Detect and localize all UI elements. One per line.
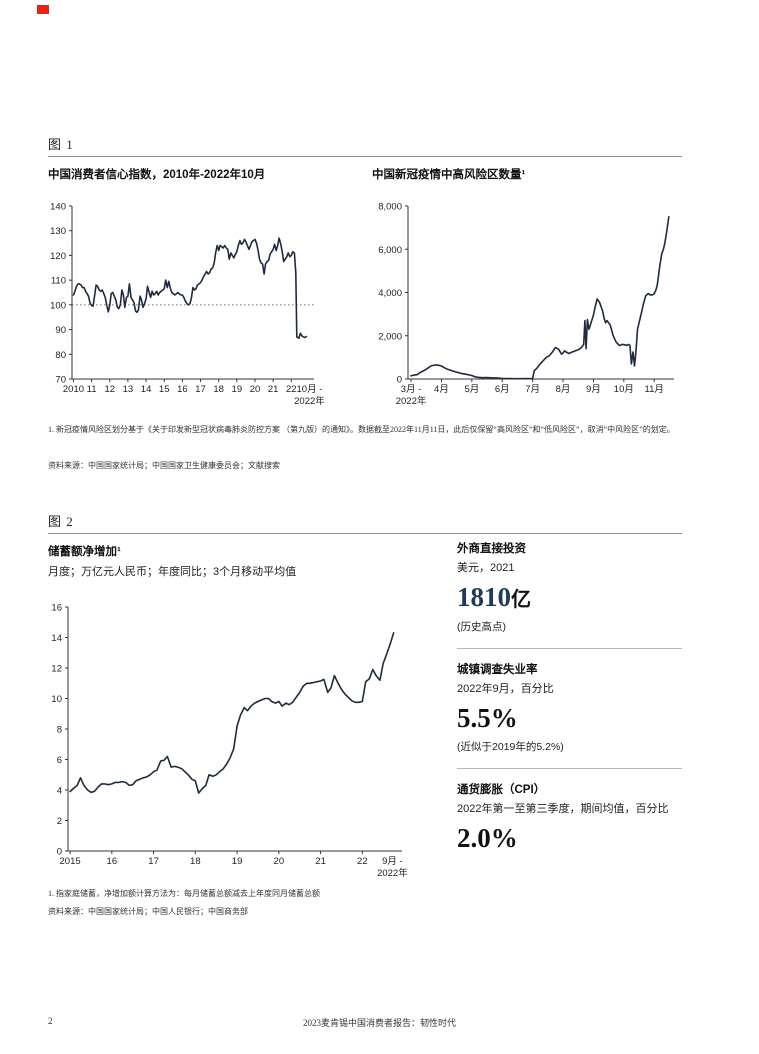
svg-text:10月 -2022年: 10月 -2022年 [294,384,325,407]
svg-text:2010: 2010 [63,384,84,395]
stat-fdi: 外商直接投资 美元，2021 1810亿 (历史高点) [457,540,682,634]
stat-cpi-value: 2.0% [457,823,682,854]
figure1-label: 图 1 [48,137,74,152]
svg-text:2015: 2015 [60,856,81,867]
footer-title: 2023麦肯锡中国消费者报告：韧性时代 [302,1018,456,1028]
svg-text:130: 130 [50,226,66,237]
svg-text:80: 80 [55,350,66,361]
svg-text:100: 100 [50,300,66,311]
consumer-confidence-chart: 70 80 90 100 110 120 130 140 2010 11 12 13 14 15 16 17 1… [50,202,325,408]
svg-text:70: 70 [55,375,66,386]
svg-text:8月: 8月 [556,384,571,395]
figure1-left-chart-title: 中国消费者信心指数，2010年-2022年10月 [48,169,266,181]
svg-text:120: 120 [50,251,66,262]
svg-text:10月: 10月 [614,384,634,395]
svg-text:22: 22 [357,856,368,867]
stat-fdi-unit: 亿 [511,588,531,611]
svg-text:11: 11 [87,384,97,395]
svg-text:16: 16 [107,856,118,867]
savings-net-increase-chart: 0 2 4 6 8 10 12 14 16 2015 16 17 18 19 20 21 22 9月 -2022年 [51,603,408,880]
svg-text:140: 140 [50,202,66,213]
svg-text:19: 19 [232,384,243,395]
svg-text:8: 8 [57,725,62,736]
stat-fdi-note: (历史高点) [457,620,506,633]
brand-mark [37,5,49,14]
svg-text:0: 0 [397,375,402,386]
stat-fdi-title: 外商直接投资 [457,543,526,555]
svg-text:20: 20 [250,384,261,395]
svg-text:2: 2 [57,816,62,827]
svg-text:16: 16 [177,384,188,395]
svg-text:2,000: 2,000 [378,331,402,342]
svg-text:12: 12 [51,664,62,675]
svg-text:13: 13 [123,384,134,395]
stat-unemployment: 城镇调查失业率 2022年9月，百分比 5.5% (近似于2019年的5.2%) [457,661,682,755]
figure1-footnote: 1. 新冠疫情风险区划分基于《关于印发新型冠状病毒肺炎防控方案 （第九版）的通知… [48,425,675,434]
svg-text:5月: 5月 [464,384,479,395]
svg-text:18: 18 [190,856,201,867]
stat-unemployment-subtitle: 2022年9月，百分比 [457,682,554,695]
svg-text:0: 0 [57,847,62,858]
svg-text:14: 14 [51,633,62,644]
svg-text:110: 110 [51,276,66,287]
svg-text:4月: 4月 [434,384,449,395]
svg-text:17: 17 [195,384,206,395]
svg-text:6,000: 6,000 [378,245,402,256]
svg-text:7月: 7月 [525,384,540,395]
svg-text:20: 20 [274,856,285,867]
stat-cpi-number: 2.0% [457,823,518,854]
svg-text:19: 19 [232,856,243,867]
figure2-label: 图 2 [48,514,74,529]
svg-text:21: 21 [268,384,279,395]
svg-text:4,000: 4,000 [378,288,402,299]
figure1-right-chart-title: 中国新冠疫情中高风险区数量¹ [372,169,526,181]
page-number: 2 [48,1016,53,1026]
svg-text:12: 12 [104,384,115,395]
figure2-rule [48,533,682,534]
figure2-chart-subtitle: 月度；万亿元人民币；年度同比；3个月移动平均值 [48,566,297,578]
stat-fdi-number: 1810 [457,581,511,612]
figure1-source: 资料来源：中国国家统计局；中国国家卫生健康委员会；文献搜索 [48,461,280,470]
stat-cpi: 通货膨胀（CPI） 2022年第一至第三季度，期间均值，百分比 2.0% [457,781,682,854]
figure2-chart-title: 储蓄额净增加¹ [48,546,121,558]
svg-text:22: 22 [286,384,297,395]
svg-text:10: 10 [51,694,62,705]
stat-cpi-subtitle: 2022年第一至第三季度，期间均值，百分比 [457,803,669,816]
stat-unemployment-value: 5.5% [457,702,682,734]
figure1-rule [48,156,682,157]
svg-text:9月 -2022年: 9月 -2022年 [377,856,408,879]
svg-text:18: 18 [213,384,224,395]
svg-text:15: 15 [159,384,170,395]
svg-text:8,000: 8,000 [378,202,402,213]
stat-unemployment-number: 5.5% [457,702,518,733]
covid-risk-areas-chart: 0 2,000 4,000 6,000 8,000 3月 -2022年 4月 5月 6月 7月 8月… [378,202,674,407]
svg-text:6: 6 [57,755,62,766]
svg-text:9月: 9月 [586,384,601,395]
stats-divider [457,768,682,770]
stat-fdi-value: 1810亿 [457,581,682,613]
figure2-footnote: 1. 指家庭储蓄，净增加额计算方法为：每月储蓄总额减去上年度同月储蓄总额 [48,889,320,898]
stat-cpi-title: 通货膨胀（CPI） [457,784,546,797]
svg-text:3月 -2022年: 3月 -2022年 [396,384,427,407]
stat-fdi-subtitle: 美元，2021 [457,562,515,574]
svg-text:21: 21 [315,856,326,867]
stat-unemployment-note: (近似于2019年的5.2%) [457,741,564,754]
svg-text:6月: 6月 [495,384,510,395]
svg-text:16: 16 [51,603,62,614]
svg-text:4: 4 [57,786,62,797]
stats-panel: 外商直接投资 美元，2021 1810亿 (历史高点) 城镇调查失业率 2022… [457,540,682,854]
stats-divider [457,647,682,649]
figure2-source: 资料来源：中国国家统计局；中国人民银行；中国商务部 [48,907,248,916]
svg-text:14: 14 [141,384,152,395]
stat-unemployment-title: 城镇调查失业率 [457,663,538,676]
svg-text:11月: 11月 [645,384,664,395]
svg-text:90: 90 [55,325,66,336]
svg-text:17: 17 [148,856,159,867]
